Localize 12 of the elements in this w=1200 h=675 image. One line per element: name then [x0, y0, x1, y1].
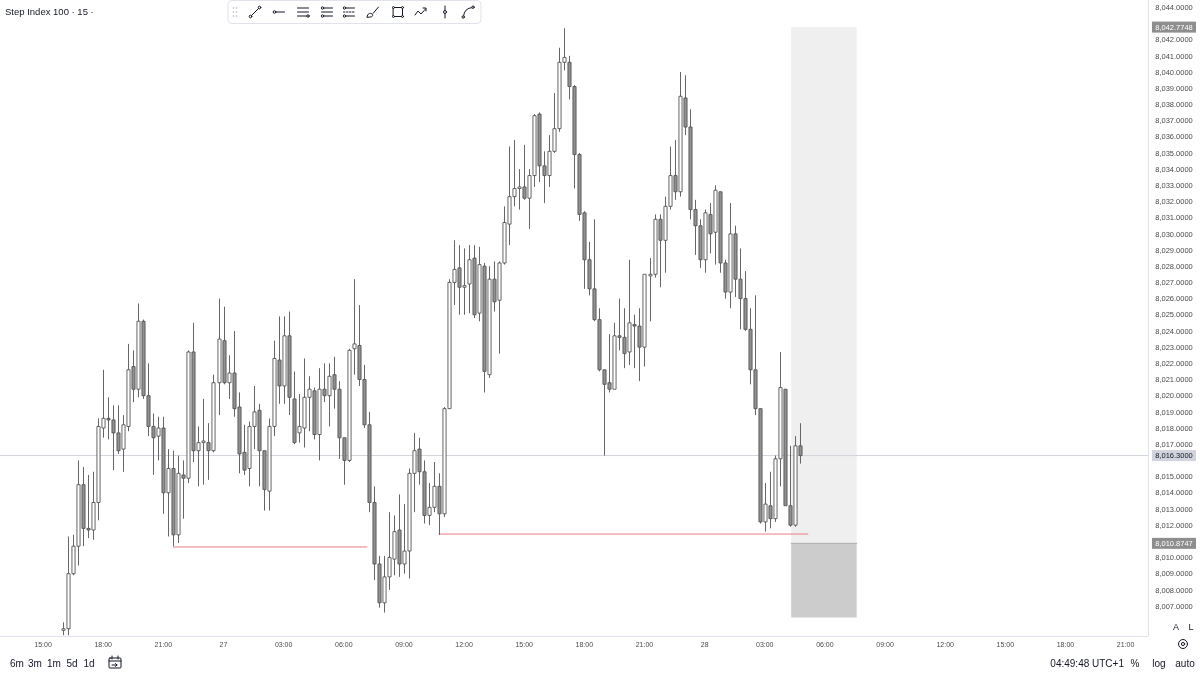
text: 04:49:48 UTC+1 — [1050, 658, 1125, 669]
text: 5d — [66, 658, 78, 669]
text: log — [1152, 658, 1166, 669]
text: % — [1130, 658, 1140, 669]
text: 1m — [47, 658, 61, 669]
text: 3m — [28, 658, 42, 669]
text: auto — [1175, 658, 1196, 669]
text: 6m — [10, 658, 24, 669]
text: Step Index 100 · 15 · — [5, 6, 94, 17]
text: A — [1172, 622, 1180, 632]
text: L — [1188, 622, 1194, 632]
text: 1d — [83, 658, 95, 669]
